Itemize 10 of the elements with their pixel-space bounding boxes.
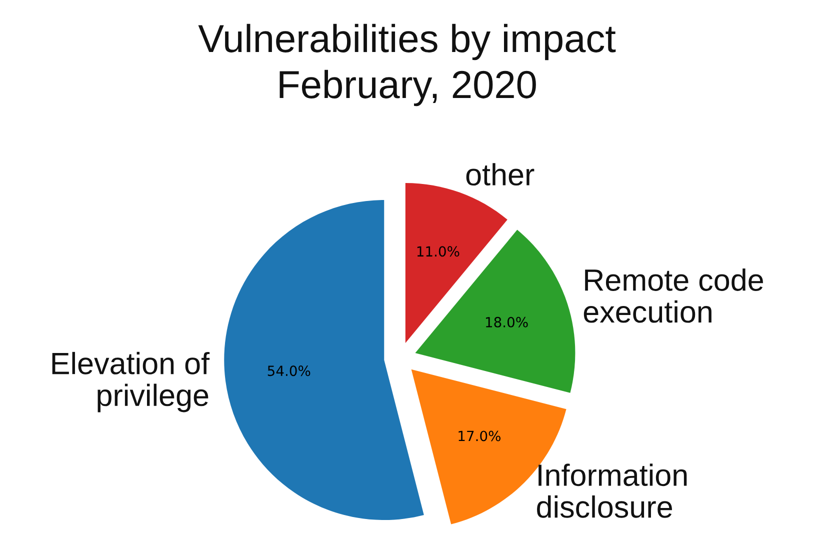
chart-title: Vulnerabilities by impact bbox=[198, 24, 616, 60]
slice-label: Information disclosure bbox=[537, 464, 687, 518]
data-label: 18.0% bbox=[486, 316, 528, 328]
slice-label: Remote code execution bbox=[584, 268, 763, 323]
data-label: 11.0% bbox=[417, 246, 460, 257]
slice-label: other bbox=[466, 163, 534, 186]
data-label: 17.0% bbox=[458, 430, 500, 442]
slice-label: Elevation of privilege bbox=[52, 352, 210, 412]
data-label: 54.0% bbox=[268, 366, 310, 376]
chart-subtitle: February, 2020 bbox=[280, 70, 536, 106]
